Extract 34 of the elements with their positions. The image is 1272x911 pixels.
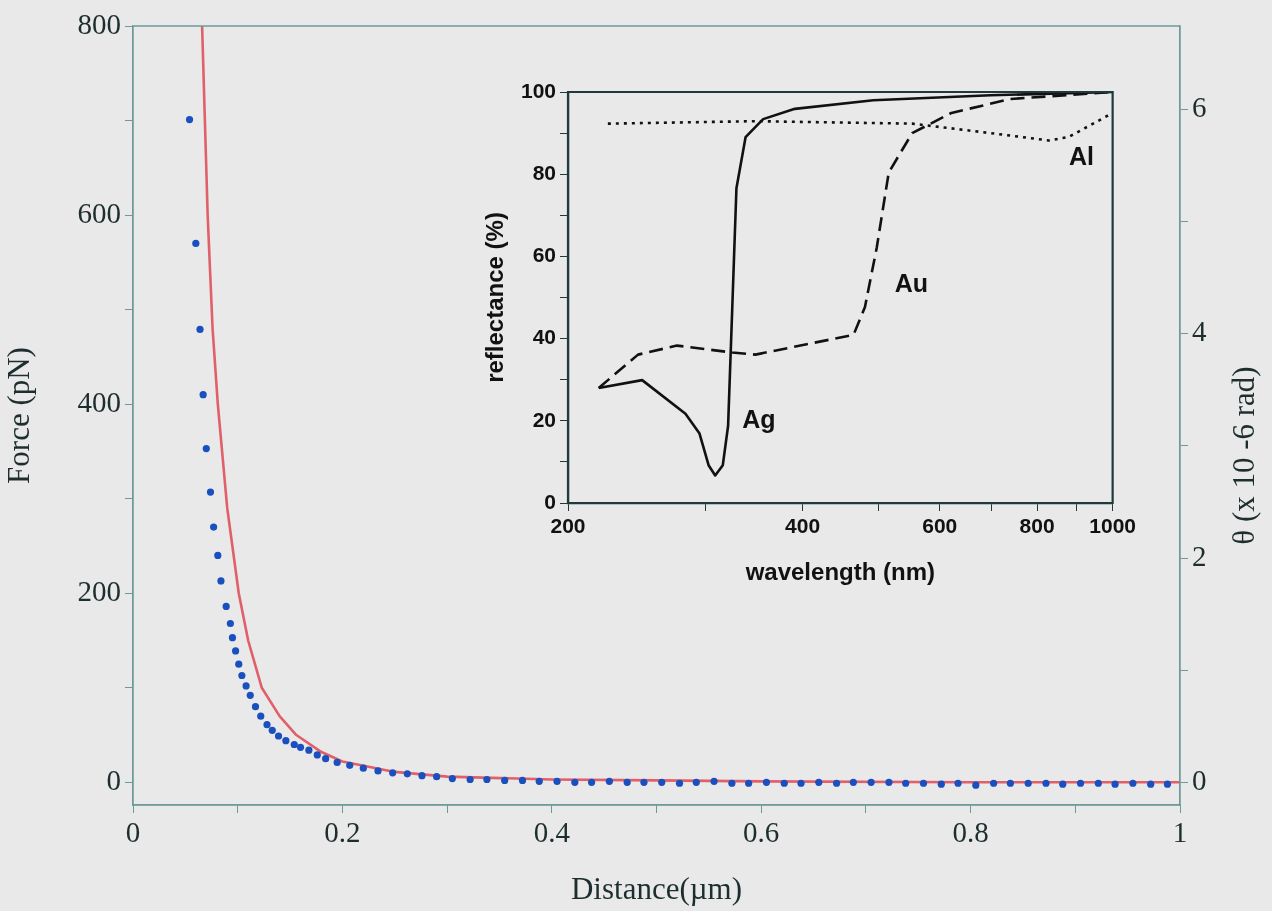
x-tick-label: 0.8 — [952, 816, 989, 849]
y-axis-title: reflectance (%) — [481, 212, 509, 383]
x-tick-label: 400 — [785, 514, 821, 538]
y2-tick-label: 0 — [1192, 764, 1207, 797]
x-tick-label: 0 — [125, 816, 141, 849]
y-tick-label: 0 — [544, 489, 556, 513]
y-tick-label: 400 — [77, 385, 121, 418]
x-tick-label: 600 — [922, 514, 958, 538]
series-label: Au — [894, 269, 929, 298]
y-tick-label: 0 — [106, 763, 121, 796]
x-axis-title: Distance(µm) — [570, 870, 743, 906]
x-tick-label: 800 — [1019, 514, 1055, 538]
y2-tick-label: 2 — [1192, 539, 1207, 572]
y-tick-label: 20 — [532, 407, 556, 431]
y2-tick-label: 4 — [1192, 315, 1207, 348]
y-tick-label: 800 — [77, 7, 121, 40]
y-tick-label: 80 — [532, 161, 556, 184]
x-tick-label: 200 — [550, 514, 586, 538]
y-tick-label: 600 — [77, 196, 121, 229]
x-tick-label: 0.6 — [743, 816, 780, 849]
y-tick-label: 60 — [532, 243, 556, 267]
y-tick-label: 100 — [520, 78, 556, 102]
y-axis-title: Force (pN) — [0, 347, 36, 484]
y2-tick-label: 6 — [1192, 90, 1207, 123]
x-tick-label: 1 — [1172, 816, 1188, 849]
y-tick-label: 200 — [77, 574, 121, 607]
x-tick-label: 0.2 — [324, 816, 361, 849]
series-label: Al — [1069, 141, 1095, 170]
y-tick-label: 40 — [532, 325, 556, 349]
x-tick-label: 1000 — [1089, 514, 1136, 538]
y2-axis-title: θ (x 10 -6 rad) — [1226, 366, 1262, 545]
x-axis-title: wavelength (nm) — [744, 558, 935, 586]
series-label: Ag — [742, 404, 776, 433]
x-tick-label: 0.4 — [533, 816, 571, 849]
